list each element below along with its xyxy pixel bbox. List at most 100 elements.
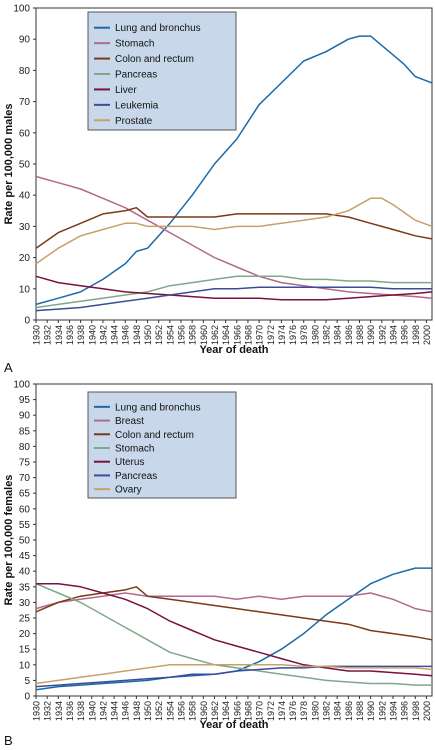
series-line-stomach: [35, 175, 433, 299]
x-tick-label: 1994: [388, 701, 398, 721]
y-tick-label: 0: [24, 692, 30, 703]
x-tick-label: 1954: [165, 325, 175, 345]
legend-box: [87, 11, 237, 131]
x-tick-label: 1968: [243, 701, 253, 721]
x-axis-label: Year of death: [199, 719, 268, 731]
y-tick-label: 40: [19, 567, 31, 578]
y-tick-label: 100: [13, 380, 30, 391]
y-tick-label: 5: [24, 676, 30, 687]
x-tick-label: 1962: [210, 325, 220, 345]
x-tick-label: 1970: [255, 325, 265, 345]
legend: Lung and bronchus Stomach Colon and rectum…: [87, 11, 237, 131]
x-tick-label: 1948: [132, 325, 142, 345]
x-tick-label: 1942: [98, 325, 108, 345]
x-tick-label: 1948: [132, 701, 142, 721]
series-line-pancreas: [35, 275, 432, 309]
series-line-stomach: [35, 583, 432, 686]
series-line-colon-and-rectum: [35, 206, 433, 249]
y-tick-label: 50: [19, 160, 31, 171]
legend-label: Breast: [115, 416, 144, 427]
y-tick-label: 25: [19, 614, 31, 625]
x-tick-label: 1980: [310, 701, 320, 721]
y-tick-label: 60: [19, 128, 31, 139]
series-line-lung-and-bronchus: [35, 35, 433, 306]
x-tick-label: 1944: [110, 701, 120, 721]
y-tick-label: 30: [19, 222, 31, 233]
series-line-uterus: [36, 582, 433, 677]
x-tick-label: 1982: [322, 701, 332, 721]
legend-label: Pancreas: [115, 471, 157, 482]
y-tick-label: 55: [19, 520, 31, 531]
x-tick-label: 1954: [165, 701, 175, 721]
x-tick-label: 1982: [322, 325, 332, 345]
y-tick-label: 60: [19, 504, 31, 515]
x-tick-label: 1958: [188, 325, 198, 345]
x-tick-label: 1944: [110, 325, 120, 345]
x-tick-label: 1994: [388, 325, 398, 345]
legend-label: Liver: [115, 85, 137, 96]
x-tick-label: 1934: [54, 325, 64, 345]
x-tick-label: 1996: [400, 325, 410, 345]
x-tick-label: 1968: [243, 325, 253, 345]
x-tick-label: 1990: [366, 701, 376, 721]
y-axis-label: Rate per 100,000 males: [3, 103, 15, 224]
x-tick-label: 2000: [422, 701, 432, 721]
x-tick-label: 1992: [377, 701, 387, 721]
series-line-ovary: [35, 664, 433, 685]
series-line-liver: [35, 275, 433, 301]
x-tick-label: 1974: [277, 325, 287, 345]
legend-label: Colon and rectum: [115, 54, 194, 65]
panel-label: A: [4, 360, 13, 375]
x-tick-label: 1980: [310, 325, 320, 345]
x-tick-label: 1960: [199, 701, 209, 721]
x-tick-label: 1946: [121, 325, 131, 345]
x-tick-label: 1930: [32, 325, 42, 345]
x-tick-label: 1976: [288, 325, 298, 345]
x-tick-label: 1956: [177, 325, 187, 345]
x-tick-label: 1936: [65, 701, 75, 721]
x-tick-label: 1972: [266, 325, 276, 345]
x-tick-label: 1992: [377, 325, 387, 345]
x-tick-label: 1930: [32, 701, 42, 721]
y-tick-label: 0: [24, 316, 30, 327]
x-tick-label: 1974: [277, 701, 287, 721]
legend-box: [87, 391, 237, 499]
series-line-leukemia: [35, 286, 432, 312]
x-tick-label: 1966: [232, 325, 242, 345]
x-tick-label: 1932: [43, 701, 53, 721]
x-tick-label: 1952: [154, 701, 164, 721]
legend-label: Uterus: [115, 457, 144, 468]
chart-panel-b: 0 5 10 15 20 25 30 35 40 45 50 55 60 65 70 75 80 85 90 95 10…: [3, 380, 433, 748]
x-axis-label: Year of death: [199, 344, 268, 356]
x-tick-label: 1972: [266, 701, 276, 721]
y-tick-label: 90: [19, 411, 31, 422]
x-tick-label: 1938: [76, 701, 86, 721]
x-tick-label: 1960: [199, 325, 209, 345]
legend-label: Pancreas: [115, 70, 157, 81]
y-tick-label: 85: [19, 426, 31, 437]
series-line-colon-and-rectum: [35, 586, 433, 641]
y-tick-label: 15: [19, 645, 31, 656]
y-tick-label: 90: [19, 35, 31, 46]
series-line-pancreas: [35, 665, 432, 688]
x-tick-label: 1936: [65, 325, 75, 345]
x-tick-label: 1958: [188, 701, 198, 721]
x-tick-label: 1964: [221, 325, 231, 345]
legend-label: Colon and rectum: [115, 430, 194, 441]
y-tick-label: 80: [19, 442, 31, 453]
legend-label: Lung and bronchus: [115, 402, 201, 413]
x-tick-label: 1946: [121, 701, 131, 721]
y-tick-label: 95: [19, 395, 31, 406]
legend-label: Lung and bronchus: [115, 23, 201, 34]
y-tick-label: 40: [19, 191, 31, 202]
y-tick-label: 20: [19, 253, 31, 264]
legend-label: Stomach: [115, 39, 154, 50]
x-tick-label: 1966: [232, 701, 242, 721]
x-tick-label: 1964: [221, 701, 231, 721]
y-tick-label: 75: [19, 458, 31, 469]
series-line-breast: [35, 592, 433, 613]
y-tick-label: 70: [19, 473, 31, 484]
x-tick-label: 1986: [344, 701, 354, 721]
x-tick-label: 1952: [154, 325, 164, 345]
